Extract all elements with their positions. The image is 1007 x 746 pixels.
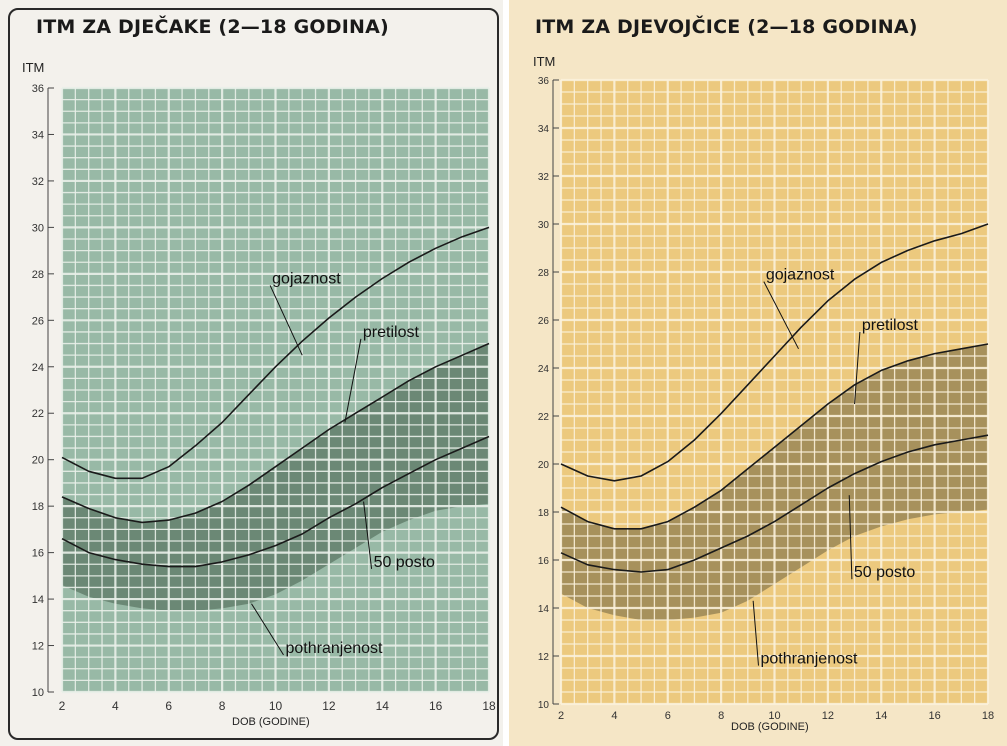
- y-tick-label: 22: [32, 408, 44, 420]
- y-tick-label: 24: [538, 364, 550, 375]
- chart-title: ITM ZA DJEČAKE (2—18 GODINA): [36, 16, 389, 38]
- x-tick-label: 12: [322, 699, 336, 713]
- x-tick-label: 10: [269, 699, 283, 713]
- y-tick-label: 26: [32, 315, 44, 327]
- annotation-leader-pretilost: [854, 331, 861, 405]
- grid: [559, 78, 990, 706]
- y-axis-label: ITM: [22, 60, 45, 75]
- annotation-label-gojaznost: gojaznost: [766, 267, 835, 284]
- annotation-leader-gojaznost: [269, 285, 303, 356]
- x-axis-label: DOB (GODINE): [731, 721, 809, 733]
- x-tick-label: 2: [558, 710, 564, 722]
- annotation-label-pretilost: pretilost: [363, 324, 420, 341]
- annotation-label-gojaznost: gojaznost: [272, 270, 341, 287]
- annotation-leader-50-posto: [848, 495, 853, 580]
- girls-bmi-chart-panel: ITM ZA DJEVOJČICE (2—18 GODINA) ITM DOB …: [509, 0, 1007, 746]
- x-tick-label: 16: [929, 710, 941, 722]
- series-line-gojaznost: [61, 226, 490, 480]
- y-tick-label: 12: [538, 652, 550, 663]
- y-tick-label: 10: [538, 700, 550, 711]
- x-tick-label: 18: [482, 699, 496, 713]
- x-tick-label: 2: [59, 699, 66, 713]
- boys-bmi-chart-panel: ITM ZA DJEČAKE (2—18 GODINA) ITM DOB (GO…: [0, 0, 503, 746]
- annotation-label-50-posto: 50 posto: [374, 554, 435, 571]
- y-tick-label: 20: [538, 460, 550, 471]
- y-tick-label: 28: [32, 269, 44, 281]
- y-tick-label: 34: [538, 124, 550, 135]
- x-tick-label: 6: [165, 699, 172, 713]
- y-tick-label: 36: [538, 76, 550, 87]
- y-tick-label: 22: [538, 412, 550, 423]
- annotation-leader-50-posto: [363, 501, 373, 569]
- grid: [60, 86, 491, 694]
- series-line-pretilost: [560, 343, 989, 530]
- x-tick-label: 4: [611, 710, 617, 722]
- y-tick-label: 14: [538, 604, 550, 615]
- y-tick-label: 34: [32, 129, 44, 141]
- panel-divider: [503, 0, 509, 746]
- x-tick-label: 14: [376, 699, 390, 713]
- x-tick-label: 8: [219, 699, 226, 713]
- x-tick-label: 12: [822, 710, 834, 722]
- x-tick-label: 10: [768, 710, 780, 722]
- x-tick-label: 6: [665, 710, 671, 722]
- y-tick-label: 10: [32, 687, 44, 699]
- series-line-gojaznost: [560, 223, 989, 482]
- y-tick-label: 36: [32, 83, 44, 95]
- annotation-label-pretilost: pretilost: [862, 317, 919, 334]
- y-tick-label: 14: [32, 594, 44, 606]
- y-tick-label: 26: [538, 316, 550, 327]
- annotation-label-50-posto: 50 posto: [854, 564, 915, 581]
- x-tick-label: 4: [112, 699, 119, 713]
- series-line-50-posto: [560, 434, 989, 573]
- annotation-label-pothranjenost: pothranjenost: [286, 640, 384, 657]
- y-tick-label: 30: [538, 220, 550, 231]
- y-tick-label: 16: [32, 548, 44, 560]
- annotation-leader-pothranjenost: [251, 603, 284, 656]
- chart-title: ITM ZA DJEVOJČICE (2—18 GODINA): [535, 16, 918, 38]
- annotation-leader-gojaznost: [763, 281, 799, 350]
- y-tick-label: 16: [538, 556, 550, 567]
- x-tick-label: 14: [875, 710, 887, 722]
- y-tick-label: 12: [32, 641, 44, 653]
- x-axis-label: DOB (GODINE): [232, 716, 310, 728]
- y-tick-label: 32: [538, 172, 550, 183]
- y-tick-label: 20: [32, 455, 44, 467]
- y-tick-label: 30: [32, 222, 44, 234]
- y-tick-label: 28: [538, 268, 550, 279]
- x-tick-label: 8: [718, 710, 724, 722]
- series-line-50-posto: [61, 435, 490, 568]
- x-tick-label: 18: [982, 710, 994, 722]
- x-tick-label: 16: [429, 699, 443, 713]
- y-tick-label: 32: [32, 176, 44, 188]
- annotation-leader-pretilost: [344, 338, 362, 423]
- annotation-label-pothranjenost: pothranjenost: [760, 651, 858, 668]
- annotation-leader-pothranjenost: [752, 600, 759, 666]
- y-tick-label: 18: [32, 501, 44, 513]
- card-border: [8, 8, 499, 740]
- series-line-pretilost: [61, 342, 490, 524]
- y-tick-label: 18: [538, 508, 550, 519]
- y-tick-label: 24: [32, 362, 44, 374]
- y-axis-label: ITM: [533, 54, 556, 69]
